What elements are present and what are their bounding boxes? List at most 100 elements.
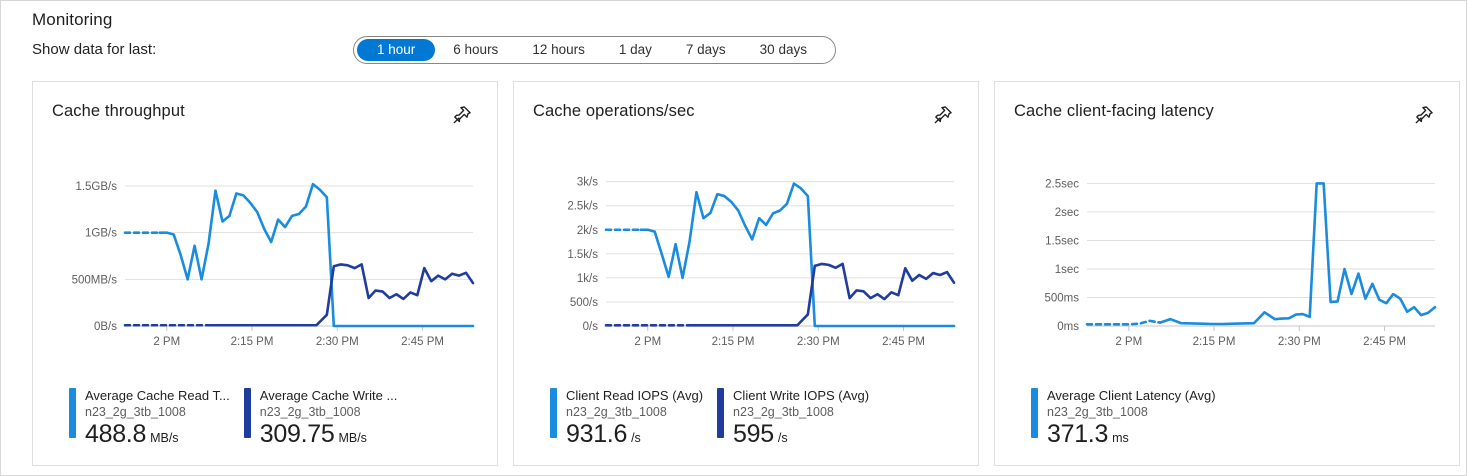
- y-axis-tick-label: 500MB/s: [72, 274, 118, 286]
- x-axis-tick-label: 2:15 PM: [231, 336, 274, 348]
- time-range-label: Show data for last:: [32, 41, 157, 58]
- legend-item[interactable]: Average Client Latency (Avg) n23_2g_3tb_1…: [1031, 388, 1230, 447]
- metric-value-row: 595/s: [733, 421, 869, 447]
- legend-text-block: Client Write IOPS (Avg) n23_2g_3tb_1008 59…: [733, 388, 869, 447]
- metric-resource: n23_2g_3tb_1008: [259, 405, 361, 419]
- metric-value: 931.6: [566, 420, 628, 448]
- card-title: Cache client-facing latency: [1014, 102, 1214, 120]
- metric-unit: MB/s: [150, 431, 179, 445]
- y-axis-tick-label: 0/s: [583, 321, 599, 333]
- legend-color-swatch: [1031, 388, 1038, 438]
- chart-card-list: Cache throughput 0B/s 500MB/s 1GB/s 1.5GB/s 2…: [32, 81, 1460, 466]
- pin-icon[interactable]: [447, 100, 477, 130]
- metric-value: 371.3: [1047, 420, 1109, 448]
- y-axis-tick-label: 1.5GB/s: [75, 181, 117, 193]
- chart-plot-area: 0ms 500ms 1sec 1.5sec 2sec 2.5sec 2 PM 2:15 PM 2…: [995, 160, 1461, 360]
- chart-plot: 0/s 500/s 1k/s 1.5k/s 2k/s 2.5k/s 3k/s 2 PM 2:15…: [567, 177, 956, 348]
- metric-value-row: 488.8 MB/s: [85, 421, 230, 447]
- y-axis-tick-label: 500ms: [1044, 292, 1079, 304]
- metric-resource: n23_2g_3tb_1008: [733, 405, 834, 419]
- x-axis-tick-label: 2 PM: [153, 336, 180, 348]
- x-axis-tick-label: 2:45 PM: [401, 336, 444, 348]
- legend-item[interactable]: Average Cache Read T... n23_2g_3tb_1008 48…: [69, 388, 244, 447]
- card-title: Cache operations/sec: [533, 102, 695, 120]
- card-header: Cache operations/sec: [533, 102, 962, 128]
- metric-value: 595: [733, 420, 774, 448]
- time-range-option-6-hours[interactable]: 6 hours: [453, 42, 499, 57]
- metric-unit: /s: [631, 431, 641, 445]
- chart-card: Cache throughput 0B/s 500MB/s 1GB/s 1.5GB/s 2…: [32, 81, 498, 466]
- metric-value-row: 931.6/s: [566, 421, 703, 447]
- time-range-option-12-hours[interactable]: 12 hours: [532, 42, 585, 57]
- legend-item[interactable]: Average Cache Write ... n23_2g_3tb_1008 30…: [243, 388, 412, 447]
- chart-legend: Average Cache Read T... n23_2g_3tb_1008 48…: [69, 388, 411, 447]
- x-axis-tick-label: 2 PM: [634, 336, 661, 348]
- time-range-selector[interactable]: 1 hour 6 hours 12 hours 1 day 7 days 30 days: [353, 36, 836, 64]
- time-range-row: Show data for last: 1 hour 6 hours 12 hour…: [32, 36, 1466, 68]
- chart-plot: 0ms 500ms 1sec 1.5sec 2sec 2.5sec 2 PM 2:15 PM 2…: [1044, 178, 1437, 348]
- series-line: [691, 262, 956, 327]
- metric-resource: n23_2g_3tb_1008: [1047, 405, 1148, 419]
- x-axis-tick-label: 2:30 PM: [1278, 336, 1321, 348]
- chart-card: Cache operations/sec 0/s 500/s 1k/s 1.5k/s 2k…: [513, 81, 979, 466]
- legend-color-swatch: [243, 388, 251, 438]
- y-axis-tick-label: 1sec: [1055, 264, 1080, 276]
- x-axis-tick-label: 2:15 PM: [712, 336, 755, 348]
- card-header: Cache throughput: [52, 102, 481, 128]
- metric-resource: n23_2g_3tb_1008: [85, 405, 186, 419]
- y-axis-tick-label: 1.5k/s: [567, 249, 598, 261]
- series-line: [1158, 182, 1437, 326]
- y-axis-tick-label: 2.5k/s: [567, 201, 598, 213]
- chart-legend: Average Client Latency (Avg) n23_2g_3tb_1…: [1031, 388, 1230, 447]
- chart-plot-area: 0/s 500/s 1k/s 1.5k/s 2k/s 2.5k/s 3k/s 2 PM 2:15…: [514, 160, 980, 360]
- y-axis-tick-label: 1GB/s: [85, 228, 117, 240]
- card-title: Cache throughput: [52, 102, 185, 120]
- time-range-option-7-days[interactable]: 7 days: [685, 42, 726, 57]
- y-axis-tick-label: 1.5sec: [1045, 235, 1079, 247]
- y-axis-tick-label: 500/s: [570, 297, 598, 309]
- metric-unit: ms: [1112, 431, 1129, 445]
- pin-icon[interactable]: [1409, 100, 1439, 130]
- series-line: [158, 182, 475, 328]
- y-axis-tick-label: 2.5sec: [1045, 178, 1079, 190]
- y-axis-tick-label: 2k/s: [577, 225, 598, 237]
- chart-legend: Client Read IOPS (Avg) n23_2g_3tb_1008 931…: [550, 388, 883, 447]
- x-axis-tick-label: 2:45 PM: [882, 336, 925, 348]
- series-line: [639, 182, 956, 328]
- time-range-option-1-hour[interactable]: 1 hour: [357, 39, 436, 61]
- x-axis-tick-label: 2:15 PM: [1193, 336, 1236, 348]
- pin-icon[interactable]: [928, 100, 958, 130]
- legend-item[interactable]: Client Read IOPS (Avg) n23_2g_3tb_1008 931…: [550, 388, 717, 447]
- metric-name: Client Write IOPS (Avg): [733, 388, 870, 403]
- x-axis-tick-label: 2:30 PM: [316, 336, 359, 348]
- legend-item[interactable]: Client Write IOPS (Avg) n23_2g_3tb_1008 59…: [717, 388, 883, 447]
- series-line: [210, 263, 475, 327]
- legend-text-block: Average Client Latency (Avg) n23_2g_3tb_1…: [1047, 388, 1216, 447]
- legend-color-swatch: [550, 388, 557, 438]
- x-axis-tick-label: 2 PM: [1115, 336, 1142, 348]
- y-axis-tick-label: 2sec: [1055, 207, 1080, 219]
- metric-unit: MB/s: [338, 431, 367, 445]
- metric-resource: n23_2g_3tb_1008: [566, 405, 667, 419]
- y-axis-tick-label: 1k/s: [577, 273, 598, 285]
- series-line-dashed: [1085, 319, 1162, 326]
- metric-unit: /s: [777, 431, 788, 445]
- legend-text-block: Average Cache Read T... n23_2g_3tb_1008 48…: [85, 388, 230, 447]
- legend-text-block: Average Cache Write ... n23_2g_3tb_1008 30…: [260, 388, 398, 447]
- chart-card: Cache client-facing latency 0ms 500ms 1sec 1…: [994, 81, 1460, 466]
- legend-color-swatch: [717, 388, 725, 438]
- metric-name: Average Cache Write ...: [259, 388, 398, 403]
- metric-value-row: 309.75 MB/s: [260, 421, 398, 447]
- y-axis-tick-label: 0B/s: [94, 321, 117, 333]
- metric-name: Client Read IOPS (Avg): [566, 388, 704, 403]
- metric-value-row: 371.3 ms: [1047, 421, 1216, 447]
- legend-color-swatch: [69, 388, 76, 438]
- y-axis-tick-label: 0ms: [1057, 321, 1079, 333]
- page-title: Monitoring: [32, 10, 113, 29]
- card-header: Cache client-facing latency: [1014, 102, 1443, 128]
- legend-text-block: Client Read IOPS (Avg) n23_2g_3tb_1008 931…: [566, 388, 703, 447]
- time-range-option-30-days[interactable]: 30 days: [759, 42, 807, 57]
- time-range-option-1-day[interactable]: 1 day: [618, 42, 652, 57]
- x-axis-tick-label: 2:30 PM: [797, 336, 840, 348]
- metric-value: 309.75: [259, 420, 335, 448]
